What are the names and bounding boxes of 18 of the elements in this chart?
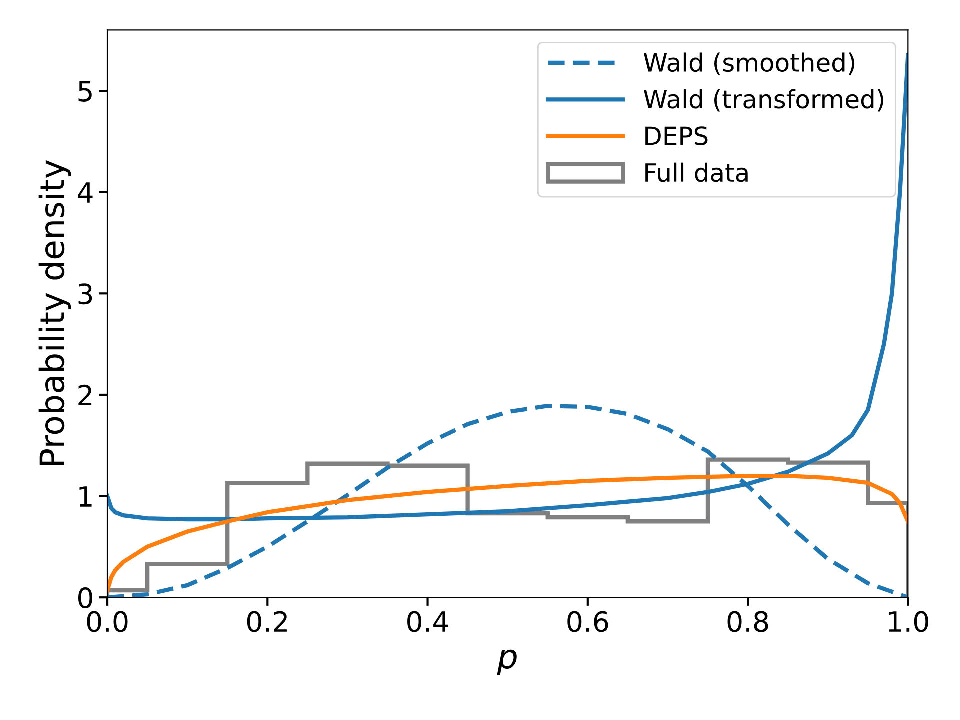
legend-label: Wald (transformed)	[644, 89, 884, 112]
x-tick-label: 0.4	[408, 611, 448, 632]
y-tick-label: 1	[80, 486, 92, 507]
y-tick-label: 3	[78, 284, 92, 305]
x-axis-title: p	[497, 650, 517, 676]
y-tick-label: 0	[78, 588, 92, 609]
y-tick-label: 2	[78, 384, 92, 406]
x-tick-label: 0.2	[247, 611, 287, 632]
x-tick-label: 0.0	[87, 611, 128, 632]
x-tick-label: 0.6	[568, 611, 608, 632]
x-tick-label: 0.8	[728, 611, 768, 632]
legend-label: Full data	[646, 162, 748, 182]
legend-label: Wald (smoothed)	[644, 52, 855, 76]
y-tick-label: 5	[78, 81, 92, 102]
x-tick-label: 1.0	[889, 611, 928, 632]
legend-label: DEPS	[646, 126, 708, 146]
y-tick-label: 4	[78, 182, 93, 203]
y-axis-title: Probability density	[38, 160, 72, 466]
